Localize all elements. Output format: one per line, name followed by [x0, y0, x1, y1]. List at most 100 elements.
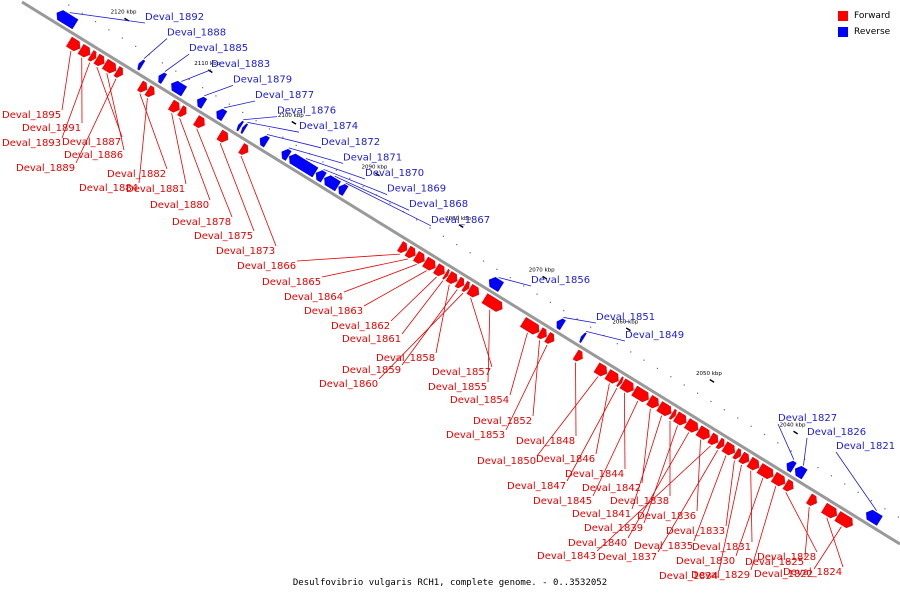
- marker-dot: [188, 78, 190, 80]
- legend: Forward Reverse: [838, 8, 890, 40]
- marker-dot: [884, 508, 886, 510]
- gene-label: Deval_1851: [596, 312, 655, 323]
- leader-line: [563, 317, 597, 324]
- leader-line: [804, 506, 810, 558]
- gene-arrow-deval-1826: [794, 465, 808, 480]
- gene-arrow-deval-1855: [481, 293, 503, 312]
- gene-arrow-deval-1864: [412, 250, 425, 264]
- gene-arrow-deval-1841: [656, 401, 672, 417]
- gene-arrow-deval-1838: [668, 408, 677, 420]
- gene-arrow-deval-1873: [238, 143, 249, 155]
- leader-line: [266, 134, 322, 149]
- gene-arrow-deval-1863: [422, 256, 436, 271]
- gene-label: Deval_1854: [450, 395, 509, 406]
- gene-label: Deval_1826: [807, 427, 866, 438]
- marker-dot: [175, 70, 177, 72]
- marker-dot: [242, 111, 244, 114]
- marker-dot: [282, 136, 284, 138]
- leader-line: [777, 423, 795, 460]
- marker-dot: [68, 4, 70, 6]
- leader-line: [61, 62, 91, 139]
- gene-label: Deval_1827: [778, 413, 837, 424]
- gene-label: Deval_1885: [189, 43, 248, 54]
- marker-dot: [710, 400, 712, 403]
- gene-arrow-deval-1889: [113, 66, 123, 78]
- scale-tick-mark: [374, 172, 380, 177]
- marker-dot: [897, 516, 899, 518]
- marker-dot: [335, 169, 337, 171]
- marker-dot: [161, 62, 164, 64]
- gene-label: Deval_1879: [233, 74, 292, 85]
- marker-dot: [616, 343, 618, 345]
- gene-arrow-deval-1847: [616, 376, 624, 388]
- marker-dot: [215, 95, 217, 97]
- leader-line: [785, 492, 818, 553]
- marker-dot: [683, 384, 685, 386]
- marker-dot: [228, 103, 230, 105]
- gene-arrow-deval-1846: [604, 369, 619, 384]
- gene-label: Deval_1822: [754, 569, 813, 580]
- leader-line: [487, 309, 491, 383]
- gene-label: Deval_1835: [634, 541, 693, 552]
- gene-arrow-deval-1881: [167, 99, 180, 113]
- gene-label: Deval_1893: [2, 138, 61, 149]
- leader-line: [693, 455, 727, 542]
- marker-dot: [870, 500, 873, 502]
- marker-dot: [416, 219, 418, 221]
- genome-backbone: [21, 0, 900, 546]
- gene-arrow-deval-1867: [338, 184, 349, 196]
- gene-label: Deval_1871: [343, 152, 402, 163]
- marker-dot: [790, 450, 792, 452]
- leader-line: [725, 460, 735, 527]
- leader-line: [69, 12, 146, 24]
- leader-line: [223, 100, 256, 109]
- gene-label: Deval_1863: [304, 306, 363, 317]
- gene-label: Deval_1824: [783, 567, 842, 578]
- leader-line: [643, 425, 678, 524]
- gene-label: Deval_1875: [194, 231, 253, 242]
- leader-line: [735, 477, 764, 557]
- gene-label: Deval_1877: [255, 90, 314, 101]
- gene-arrow-deval-1882: [137, 80, 148, 93]
- gene-arrow-deval-1845: [631, 385, 649, 403]
- leader-line: [835, 451, 877, 511]
- gene-arrow-deval-1852: [536, 327, 547, 340]
- leader-line: [627, 432, 690, 539]
- gene-arrow-deval-1880: [177, 105, 187, 118]
- gene-label: Deval_1862: [331, 321, 390, 332]
- gene-label: Deval_1834: [659, 571, 718, 582]
- leader-line: [631, 415, 663, 510]
- scale-tick-label: 2080 kbp: [445, 216, 471, 222]
- gene-arrow-deval-1850: [593, 362, 607, 377]
- gene-arrow-deval-1829: [770, 471, 786, 487]
- gene-label: Deval_1878: [172, 217, 231, 228]
- gene-arrow-deval-1844: [619, 378, 634, 393]
- gene-arrow-deval-1865: [404, 245, 416, 259]
- gene-arrow-deval-1849: [579, 332, 587, 344]
- gene-arrow-deval-1842: [646, 394, 659, 409]
- marker-dot: [844, 483, 846, 485]
- leader-line: [595, 383, 610, 455]
- gene-arrow-deval-1869: [315, 170, 327, 183]
- gene-arrow-deval-1859: [454, 276, 464, 289]
- leader-line: [498, 277, 532, 287]
- leader-line: [378, 292, 464, 380]
- gene-arrow-deval-1833: [732, 448, 742, 460]
- leader-line: [536, 376, 599, 457]
- leader-line: [179, 117, 211, 201]
- leader-line: [171, 113, 187, 185]
- gene-label: Deval_1843: [537, 551, 596, 562]
- marker-dot: [509, 277, 511, 279]
- gene-label: Deval_1850: [477, 456, 536, 467]
- gene-label: Deval_1865: [262, 277, 321, 288]
- gene-label: Deval_1874: [299, 121, 358, 132]
- leader-line: [813, 526, 842, 570]
- gene-label: Deval_1830: [676, 556, 735, 567]
- gene-arrow-deval-1828: [782, 479, 794, 492]
- gene-arrow-deval-1871: [281, 148, 292, 161]
- gene-arrow-deval-1821: [866, 509, 883, 526]
- gene-label: Deval_1828: [757, 552, 816, 563]
- leader-line: [509, 332, 528, 396]
- gene-arrow-deval-1891: [77, 43, 91, 58]
- marker-dot: [549, 301, 552, 303]
